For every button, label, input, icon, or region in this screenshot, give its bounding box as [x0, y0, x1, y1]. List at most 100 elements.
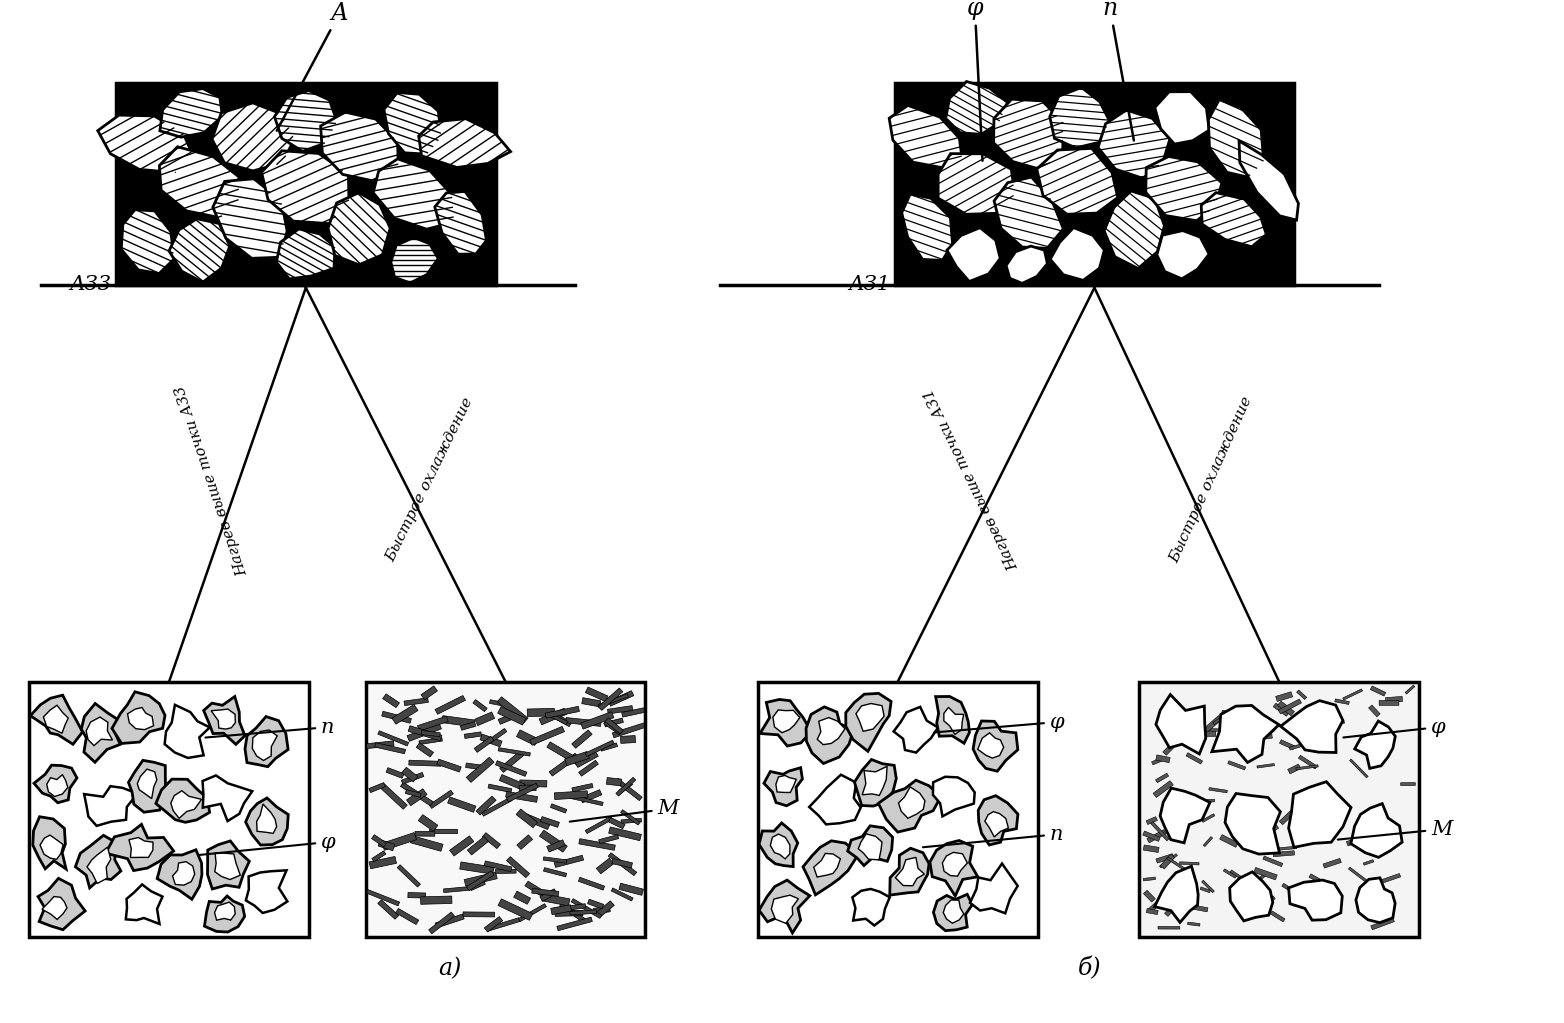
- Polygon shape: [879, 781, 942, 832]
- Polygon shape: [436, 759, 461, 772]
- Polygon shape: [213, 179, 288, 259]
- Polygon shape: [418, 814, 438, 832]
- Text: Быстрое охлаждение: Быстрое охлаждение: [1168, 394, 1254, 565]
- Polygon shape: [1143, 831, 1160, 841]
- Polygon shape: [1279, 740, 1295, 750]
- Polygon shape: [496, 761, 527, 776]
- Polygon shape: [522, 813, 551, 830]
- Text: φ: φ: [934, 713, 1064, 732]
- Polygon shape: [1323, 858, 1342, 869]
- Polygon shape: [802, 841, 859, 895]
- Polygon shape: [499, 712, 518, 724]
- Polygon shape: [396, 908, 419, 925]
- Polygon shape: [608, 827, 641, 841]
- Polygon shape: [490, 700, 508, 707]
- Polygon shape: [435, 696, 466, 714]
- Polygon shape: [1228, 761, 1247, 770]
- Polygon shape: [1259, 826, 1279, 840]
- Polygon shape: [38, 879, 84, 930]
- Polygon shape: [475, 796, 496, 815]
- Polygon shape: [1184, 802, 1200, 815]
- Polygon shape: [1179, 861, 1200, 864]
- Polygon shape: [42, 896, 67, 920]
- Polygon shape: [378, 730, 408, 746]
- Polygon shape: [122, 210, 174, 273]
- Polygon shape: [540, 816, 560, 828]
- Polygon shape: [211, 709, 235, 729]
- Polygon shape: [1254, 868, 1278, 880]
- Polygon shape: [547, 742, 580, 765]
- Polygon shape: [1165, 904, 1176, 917]
- Polygon shape: [164, 705, 210, 758]
- Polygon shape: [1257, 763, 1275, 768]
- Polygon shape: [1160, 854, 1175, 869]
- Polygon shape: [402, 767, 418, 782]
- Polygon shape: [419, 738, 443, 745]
- Polygon shape: [943, 707, 963, 735]
- Polygon shape: [579, 760, 599, 776]
- Polygon shape: [382, 833, 416, 850]
- Polygon shape: [585, 816, 613, 834]
- Polygon shape: [1104, 191, 1165, 268]
- Text: Нагрев выше точки АЗ1: Нагрев выше точки АЗ1: [923, 387, 1021, 573]
- Polygon shape: [246, 871, 288, 913]
- Polygon shape: [497, 899, 533, 921]
- Polygon shape: [1257, 728, 1275, 743]
- Polygon shape: [474, 737, 494, 752]
- Polygon shape: [1212, 706, 1279, 762]
- Polygon shape: [551, 804, 566, 813]
- Bar: [116, 83, 496, 284]
- Polygon shape: [1160, 788, 1211, 843]
- Polygon shape: [482, 797, 511, 816]
- Polygon shape: [943, 852, 968, 876]
- Polygon shape: [1334, 699, 1350, 705]
- Polygon shape: [1289, 742, 1309, 750]
- Polygon shape: [1049, 87, 1110, 148]
- Polygon shape: [1386, 697, 1403, 703]
- Polygon shape: [429, 790, 454, 808]
- Polygon shape: [30, 696, 83, 745]
- Polygon shape: [1309, 874, 1326, 886]
- Polygon shape: [805, 707, 854, 763]
- Polygon shape: [612, 888, 633, 901]
- Polygon shape: [374, 159, 454, 229]
- Polygon shape: [485, 917, 502, 932]
- Polygon shape: [580, 790, 602, 803]
- Polygon shape: [1301, 882, 1315, 890]
- Polygon shape: [818, 717, 845, 745]
- Polygon shape: [813, 853, 840, 877]
- Polygon shape: [252, 730, 277, 760]
- Polygon shape: [75, 836, 120, 888]
- Polygon shape: [170, 791, 202, 818]
- Polygon shape: [372, 851, 386, 861]
- Polygon shape: [156, 850, 202, 899]
- Text: АЗ3: АЗ3: [69, 275, 111, 295]
- Polygon shape: [41, 835, 63, 859]
- Polygon shape: [771, 895, 798, 924]
- Polygon shape: [1225, 794, 1281, 854]
- Polygon shape: [1325, 719, 1345, 729]
- Polygon shape: [1254, 819, 1267, 831]
- Polygon shape: [1156, 854, 1173, 863]
- Polygon shape: [856, 704, 884, 731]
- Polygon shape: [488, 728, 507, 744]
- Polygon shape: [106, 825, 174, 871]
- Polygon shape: [1201, 880, 1214, 893]
- Polygon shape: [759, 822, 798, 866]
- Polygon shape: [530, 726, 565, 745]
- Polygon shape: [1209, 99, 1264, 177]
- Polygon shape: [890, 105, 962, 168]
- Polygon shape: [599, 688, 622, 710]
- Polygon shape: [1297, 718, 1315, 731]
- Polygon shape: [1220, 835, 1239, 847]
- Polygon shape: [935, 697, 970, 744]
- Polygon shape: [931, 841, 978, 896]
- Polygon shape: [555, 910, 583, 917]
- Polygon shape: [160, 146, 239, 218]
- Polygon shape: [978, 732, 1004, 758]
- Polygon shape: [1264, 896, 1275, 904]
- Polygon shape: [1259, 821, 1273, 834]
- Polygon shape: [496, 870, 516, 874]
- Polygon shape: [619, 883, 643, 895]
- Polygon shape: [1301, 824, 1314, 833]
